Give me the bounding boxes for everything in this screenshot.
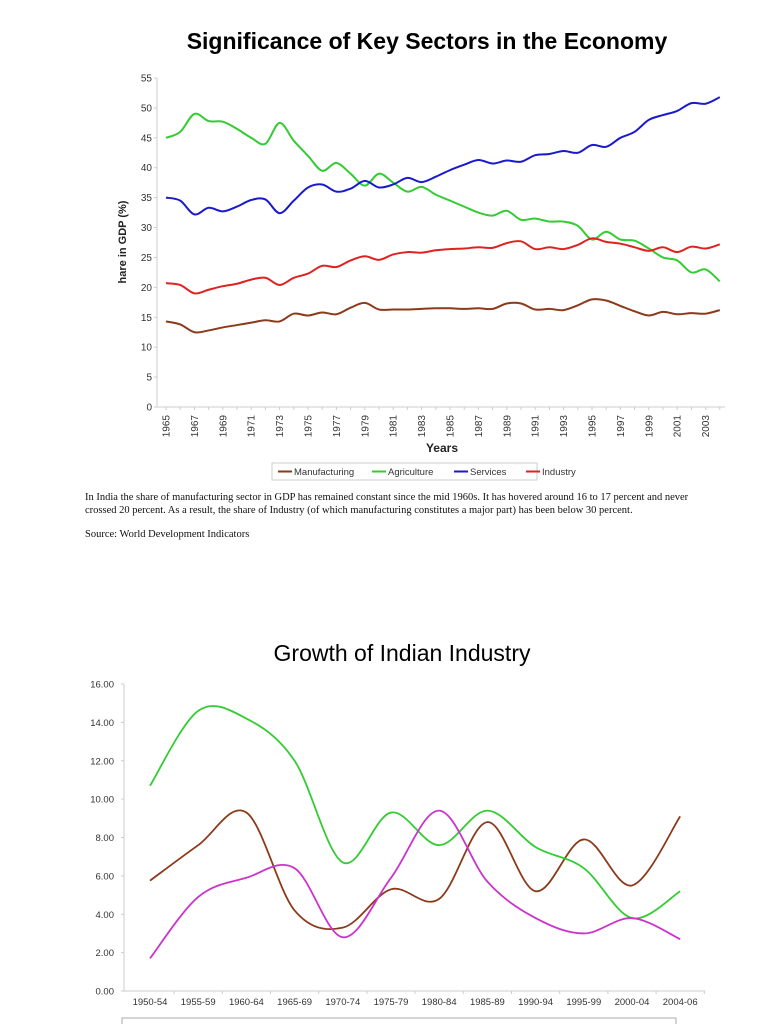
x-tick-label: 1985: [446, 415, 457, 438]
x-tick-label: 1991: [531, 415, 542, 438]
chart1-xlabel: Years: [426, 441, 458, 455]
x-tick-label: 2004-06: [663, 997, 698, 1008]
y-tick-label: 25: [141, 253, 153, 264]
x-tick-label: 1960-64: [229, 997, 264, 1008]
x-tick-label: 1995: [588, 415, 599, 438]
x-tick-label: 1981: [389, 415, 400, 438]
x-tick-label: 1993: [559, 415, 570, 438]
y-tick-label: 10: [141, 343, 153, 354]
y-tick-label: 0.00: [96, 987, 115, 998]
y-tick-label: 55: [141, 74, 153, 85]
legend-label: Industry: [542, 467, 576, 478]
y-tick-label: 45: [141, 133, 153, 144]
x-tick-label: 1977: [332, 415, 343, 438]
x-tick-label: 1971: [247, 415, 258, 438]
x-tick-label: 1969: [218, 415, 229, 438]
chart2-legend: [121, 1017, 677, 1024]
x-tick-label: 1985-89: [470, 997, 505, 1008]
x-tick-label: 1995-99: [566, 997, 601, 1008]
x-tick-label: 1987: [474, 415, 485, 438]
x-tick-label: 2003: [701, 415, 712, 438]
y-tick-label: 50: [141, 103, 153, 114]
y-tick-label: 2.00: [96, 948, 115, 959]
y-tick-label: 30: [141, 223, 153, 234]
x-tick-label: 1990-94: [518, 997, 553, 1008]
series-line-industry: [165, 237, 721, 295]
y-tick-label: 20: [141, 283, 153, 294]
chart1-legend: Manufacturing Agriculture Services Industry: [271, 462, 576, 481]
x-tick-label: 2001: [673, 415, 684, 438]
series-line-3: [149, 809, 681, 959]
y-tick-label: 35: [141, 193, 153, 204]
x-tick-label: 1967: [190, 415, 201, 438]
y-tick-label: 6.00: [96, 871, 115, 882]
y-tick-label: 12.00: [90, 756, 114, 767]
x-tick-label: 1973: [275, 415, 286, 438]
x-tick-label: 1997: [616, 415, 627, 438]
x-tick-label: 1970-74: [325, 997, 360, 1008]
y-tick-label: 14.00: [90, 718, 114, 729]
chart1-title: Significance of Key Sectors in the Econo…: [187, 28, 668, 54]
y-tick-label: 10.00: [90, 795, 114, 806]
legend-label: Manufacturing: [294, 467, 354, 478]
series-line-agriculture: [165, 112, 721, 283]
chart1-ylabel: hare in GDP (%): [117, 200, 129, 283]
series-line-services: [165, 96, 721, 216]
y-tick-label: 16.00: [90, 680, 114, 691]
description-paragraph: In India the share of manufacturing sect…: [85, 492, 689, 516]
x-tick-label: 1950-54: [133, 997, 168, 1008]
x-tick-label: 1955-59: [181, 997, 216, 1008]
y-tick-label: 40: [141, 163, 153, 174]
x-tick-label: 1965-69: [277, 997, 312, 1008]
x-tick-label: 1975-79: [374, 997, 409, 1008]
legend-label: Services: [470, 467, 507, 478]
x-tick-label: 1979: [360, 415, 371, 438]
y-tick-label: 0: [146, 403, 152, 414]
x-tick-label: 1989: [502, 415, 513, 438]
series-line-2: [149, 705, 681, 920]
y-tick-label: 15: [141, 313, 153, 324]
x-tick-label: 1980-84: [422, 997, 457, 1008]
chart2-title: Growth of Indian Industry: [274, 640, 531, 666]
x-tick-label: 1975: [304, 415, 315, 438]
series-line-1: [149, 809, 681, 931]
x-tick-label: 1999: [644, 415, 655, 438]
y-tick-label: 4.00: [96, 910, 115, 921]
x-tick-label: 1965: [162, 415, 173, 438]
legend-label: Agriculture: [388, 467, 433, 478]
y-tick-label: 5: [146, 373, 152, 384]
series-line-manufacturing: [165, 298, 721, 334]
y-tick-label: 8.00: [96, 833, 115, 844]
x-tick-label: 2000-04: [615, 997, 650, 1008]
source-note: Source: World Development Indicators: [85, 529, 250, 540]
x-tick-label: 1983: [417, 415, 428, 438]
